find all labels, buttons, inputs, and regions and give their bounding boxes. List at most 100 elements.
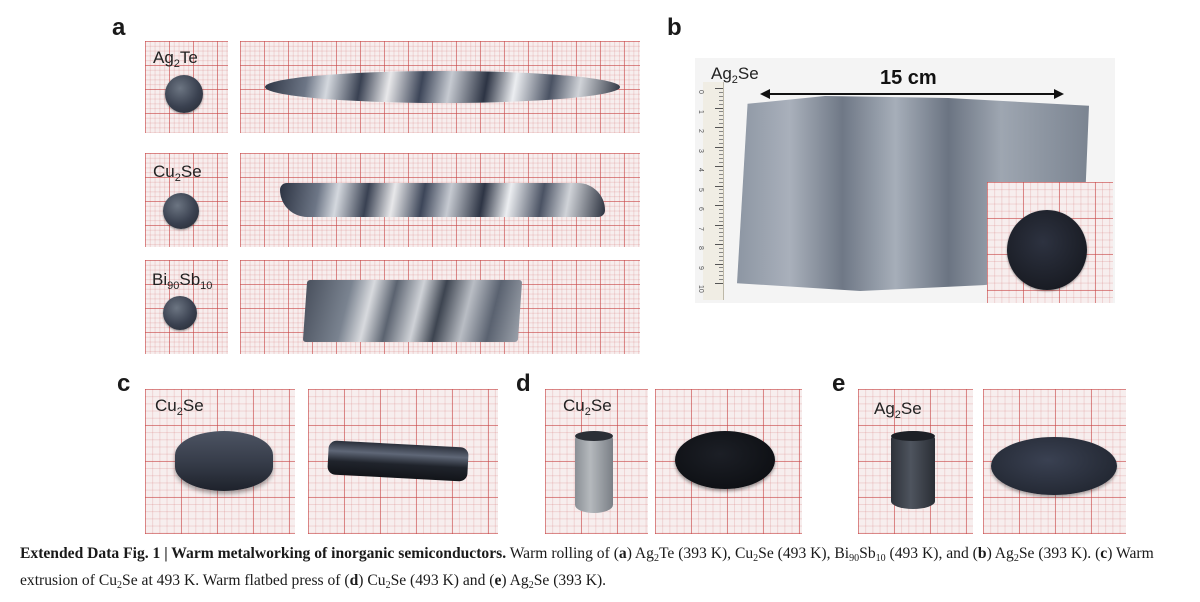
ruler-tick (715, 146, 723, 148)
ruler-minor-tick (719, 150, 723, 152)
ruler-minor-tick (719, 255, 723, 257)
panel-a-row2-label: Cu2Se (153, 162, 202, 184)
ruler-minor-tick (719, 134, 723, 136)
dimension-label: 15 cm (880, 67, 937, 89)
ag2te-pellet (165, 75, 203, 113)
panel-c-extruded-photo (308, 389, 498, 534)
panel-c-label: Cu2Se (155, 396, 204, 418)
ruler-tick (715, 244, 723, 245)
bisb-rolled-sheet (302, 280, 523, 342)
ruler-minor-tick (719, 162, 723, 164)
ruler-minor-tick (719, 173, 723, 175)
panel-letter-a: a (112, 14, 126, 41)
ruler-number: 8 (697, 246, 704, 250)
ruler-minor-tick (719, 201, 723, 203)
cu2se-pressed-disc (675, 431, 775, 489)
ag2se-cylinder (891, 431, 935, 509)
panel-e-cylinder-photo (858, 389, 973, 534)
ruler-minor-tick (719, 95, 723, 97)
ruler-minor-tick (719, 193, 723, 195)
panel-letter-e: e (832, 370, 846, 397)
panel-a-row3-rolled-photo (240, 260, 640, 354)
ruler-number: 5 (697, 187, 704, 192)
ruler-minor-tick (719, 138, 723, 140)
panel-e-label: Ag2Se (874, 399, 922, 421)
ruler-minor-tick (719, 177, 723, 179)
ruler-tick (715, 224, 723, 226)
bisb-pellet (163, 296, 197, 330)
ruler-tick (715, 263, 723, 265)
panel-b-inset-photo (987, 182, 1113, 303)
ruler-minor-tick (719, 275, 723, 277)
ruler-number: 0 (697, 90, 704, 94)
cu2se-rolled-ribbon (280, 183, 605, 217)
panel-d-label: Cu2Se (563, 396, 612, 418)
ruler-minor-tick (719, 212, 723, 214)
panel-a-row2-rolled-photo (240, 153, 640, 247)
ruler: 0 1 2 3 4 5 6 7 8 9 10 (697, 82, 724, 300)
ruler-tick (715, 127, 723, 128)
ruler-number: 3 (697, 148, 704, 153)
ruler-minor-tick (719, 208, 723, 210)
ruler-minor-tick (719, 247, 723, 249)
caption-title: Extended Data Fig. 1 | Warm metalworking… (20, 545, 507, 562)
ruler-minor-tick (719, 158, 723, 160)
ruler-minor-tick (719, 181, 723, 183)
ruler-number: 4 (697, 168, 704, 172)
ruler-tick (715, 185, 723, 187)
ruler-minor-tick (719, 119, 723, 121)
ruler-minor-tick (719, 251, 723, 253)
ruler-minor-tick (719, 220, 723, 222)
ruler-minor-tick (719, 91, 723, 93)
ruler-minor-tick (719, 130, 723, 132)
ruler-minor-tick (719, 236, 723, 238)
ruler-tick (715, 107, 723, 109)
ag2se-pressed-disc (991, 437, 1117, 495)
panel-letter-d: d (516, 370, 531, 397)
ruler-number: 7 (697, 226, 704, 231)
ruler-minor-tick (719, 216, 723, 218)
ruler-number: 1 (697, 109, 704, 114)
cu2se-pellet (163, 193, 199, 229)
ruler-minor-tick (719, 115, 723, 117)
panel-letter-b: b (667, 14, 682, 41)
ruler-minor-tick (719, 232, 723, 234)
ruler-minor-tick (719, 228, 723, 230)
ruler-tick (715, 88, 723, 89)
ruler-tick (715, 205, 723, 206)
cu2se-disc (175, 431, 273, 491)
panel-a-row2-pellet-photo (145, 153, 228, 247)
ruler-minor-tick (719, 267, 723, 269)
panel-d-pressed-photo (655, 389, 802, 534)
panel-b-photo: 0 1 2 3 4 5 6 7 8 9 10 (695, 58, 1115, 303)
panel-letter-c: c (117, 370, 131, 397)
ruler-minor-tick (719, 271, 723, 273)
ruler-minor-tick (719, 103, 723, 105)
ruler-number: 6 (697, 207, 704, 211)
panel-a-row1-rolled-photo (240, 41, 640, 133)
figure-caption: Extended Data Fig. 1 | Warm metalworking… (20, 545, 1154, 591)
ruler-minor-tick (719, 240, 723, 242)
ruler-number: 9 (697, 265, 704, 270)
ruler-minor-tick (719, 123, 723, 125)
panel-e-pressed-photo (983, 389, 1126, 534)
ruler-minor-tick (719, 142, 723, 144)
dimension-arrow (760, 89, 1064, 99)
ruler-number: 2 (697, 129, 704, 133)
ruler-tick (715, 283, 723, 284)
ag2se-pellet-inset (1007, 210, 1087, 290)
ruler-minor-tick (719, 279, 723, 281)
cu2se-cylinder (575, 431, 613, 513)
ruler-minor-tick (719, 189, 723, 191)
cu2se-extruded-rod (327, 440, 469, 482)
panel-a-row1-label: Ag2Te (153, 48, 198, 70)
panel-a-row3-pellet-photo (145, 260, 228, 354)
ruler-minor-tick (719, 99, 723, 101)
ag2te-rolled-ribbon (265, 71, 620, 103)
ruler-minor-tick (719, 259, 723, 261)
panel-a-row1-pellet-photo (145, 41, 228, 133)
ruler-minor-tick (719, 197, 723, 199)
panel-a-row3-label: Bi90Sb10 (152, 270, 213, 292)
panel-d-cylinder-photo (545, 389, 648, 534)
ruler-number: 10 (697, 285, 704, 293)
